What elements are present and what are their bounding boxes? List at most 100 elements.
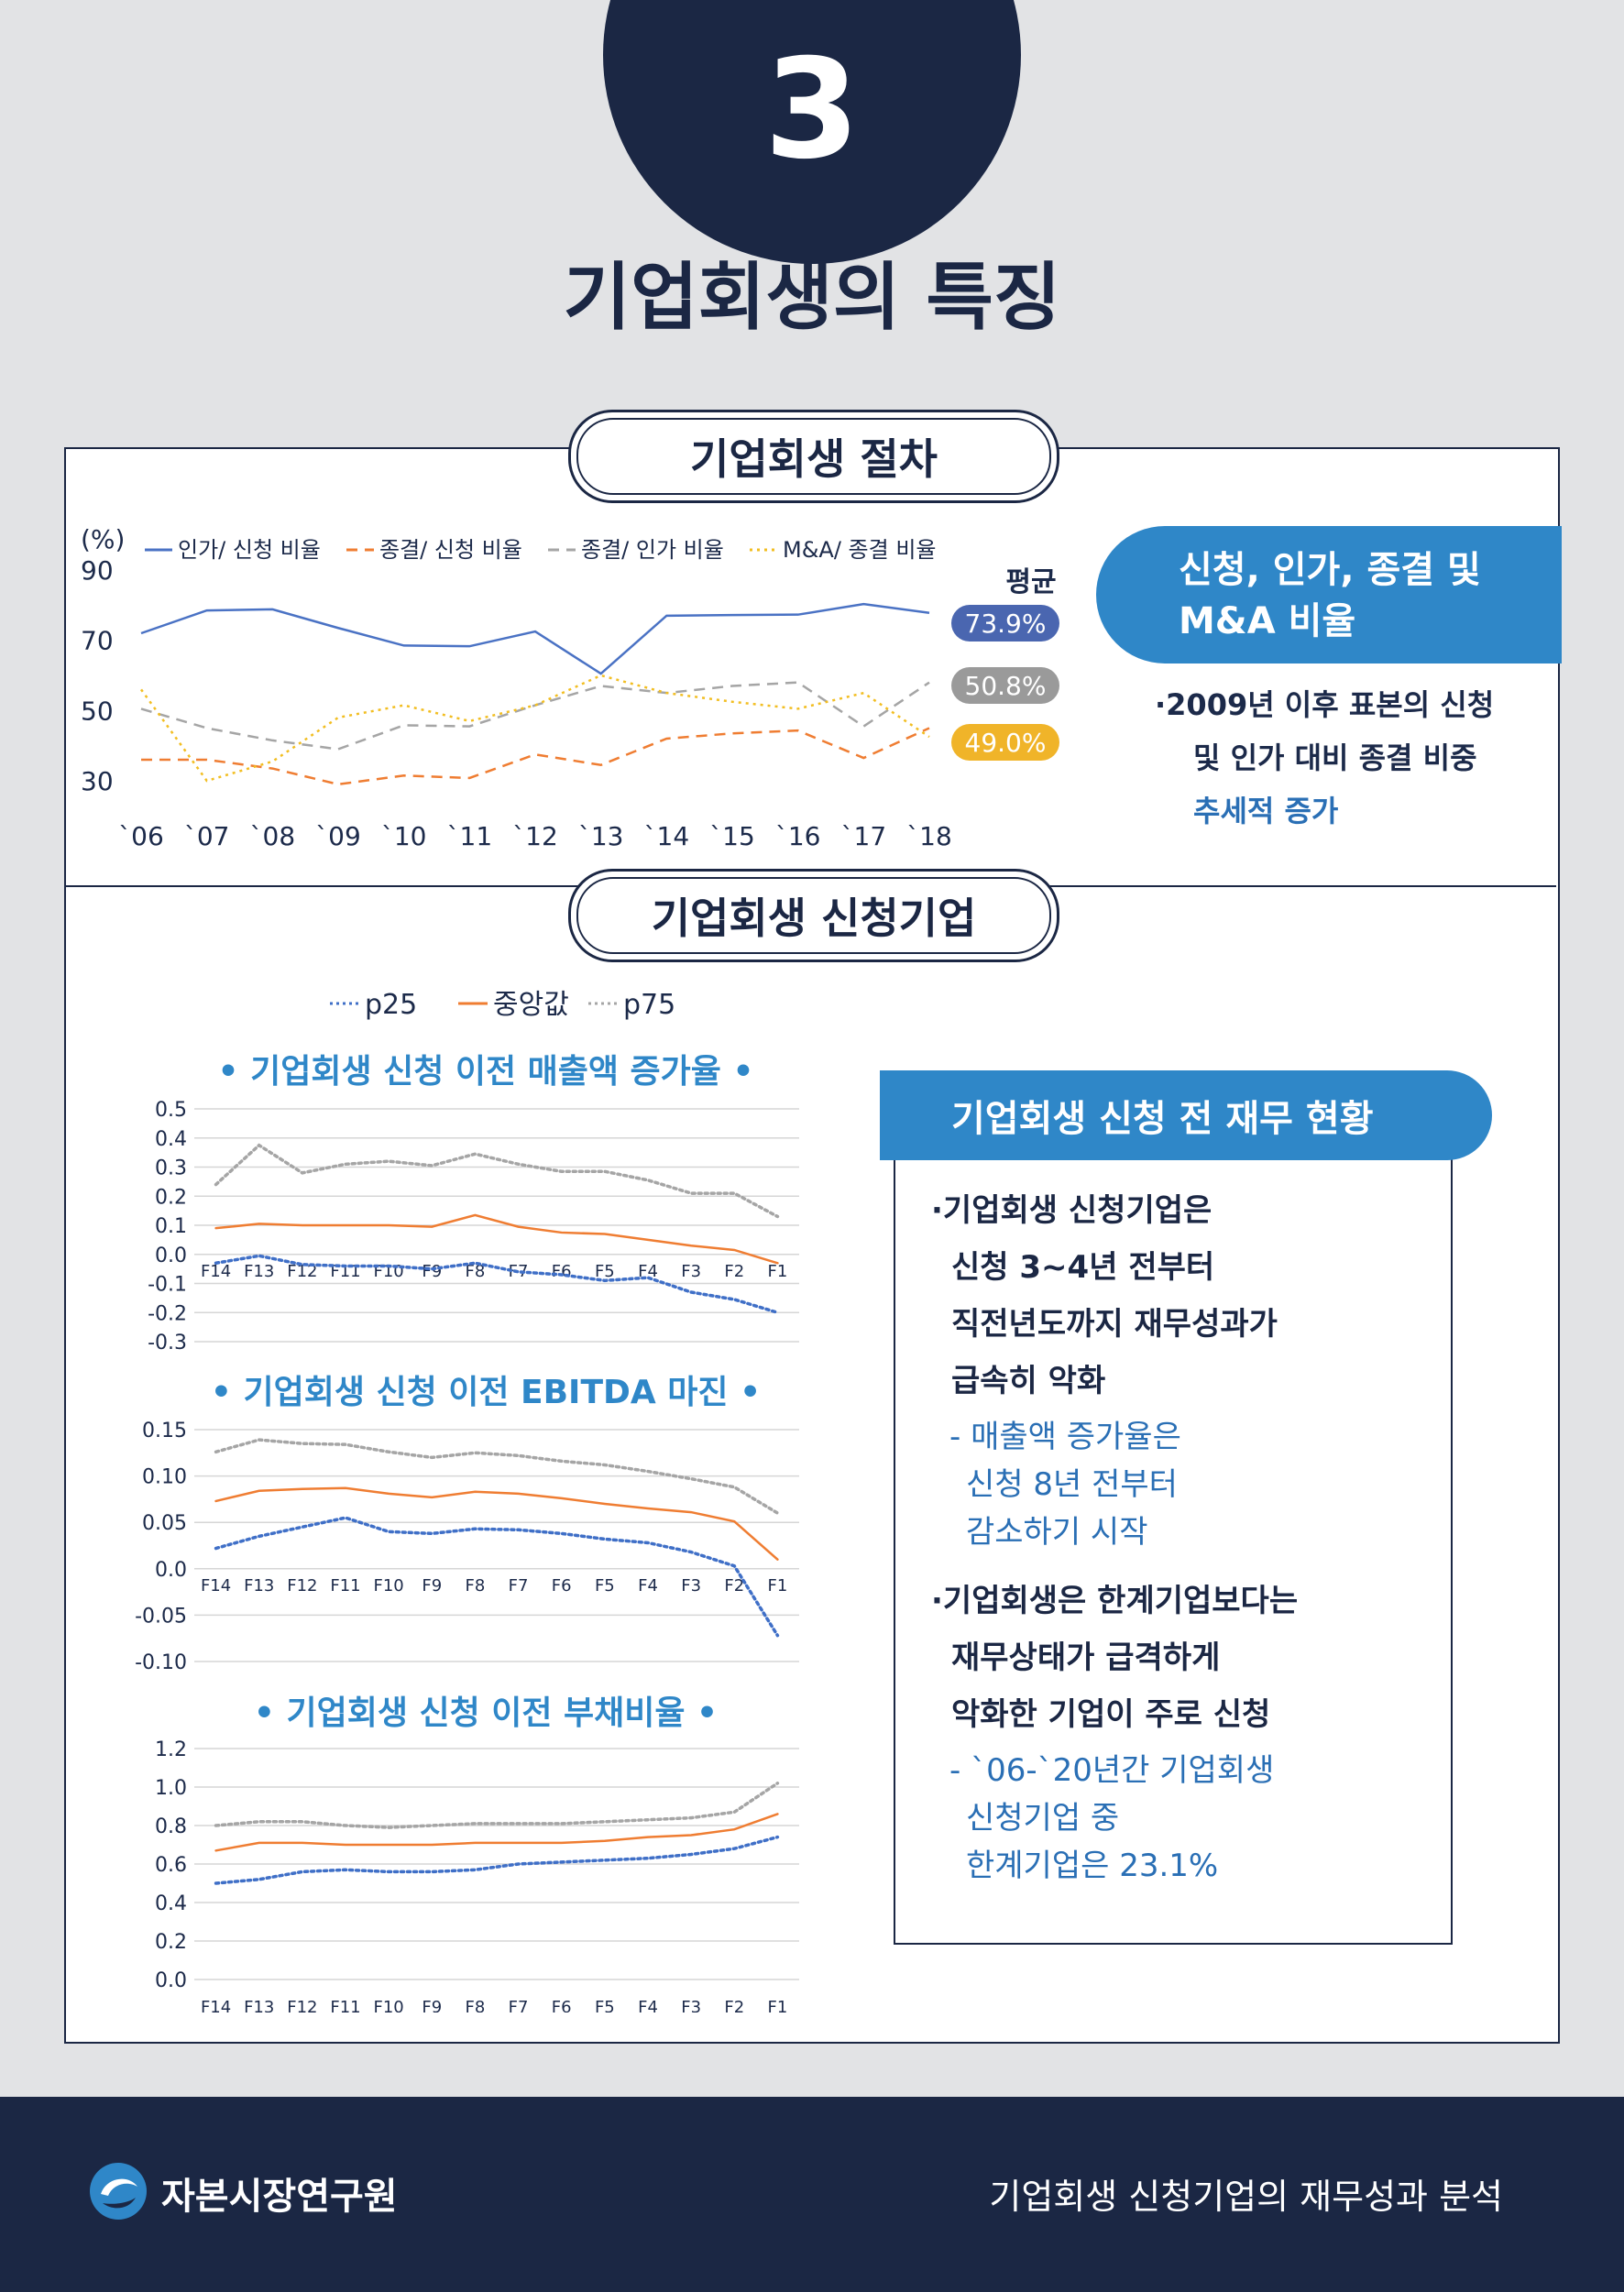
x-tick-label: F9 [422, 1998, 442, 2012]
ratio-box-title-line1: 신청, 인가, 종결 및 [1179, 549, 1481, 591]
series-line [214, 1835, 780, 1885]
x-tick-label: `09 [315, 821, 361, 851]
x-tick-label: F13 [244, 1576, 274, 1596]
bullet1-line: 기업회생 신청기업은 [942, 1192, 1213, 1229]
x-tick-label: F10 [374, 1576, 404, 1596]
y-tick-label: 1.2 [155, 1738, 187, 1761]
page-title: 기업회생의 특징 [563, 255, 1061, 340]
x-tick-label: F11 [330, 1998, 360, 2012]
legend-label: M&A/ 종결 비율 [783, 537, 937, 563]
x-tick-label: `13 [578, 821, 624, 851]
series-line [140, 602, 930, 675]
ratio-box-title-line2: M&A 비율 [1179, 600, 1356, 642]
institute-logo-icon [90, 2163, 147, 2220]
legend-label: 중앙값 [493, 989, 569, 1021]
debt-title-text: 기업회생 신청 이전 부채비율 [286, 1694, 686, 1732]
y-tick-label: 0.0 [155, 1245, 187, 1267]
institute-name: 자본시장연구원 [161, 2176, 398, 2218]
sub2-line: 한계기업은 23.1% [966, 1848, 1219, 1884]
sales-growth-chart: -0.3 -0.2 -0.1 0.0 0.1 0.2 0.3 0.4 0.5 F14 F13 F12 F… [148, 1099, 799, 1354]
x-tick-label: F9 [422, 1576, 442, 1596]
x-tick-label: F14 [201, 1576, 231, 1596]
x-tick-label: `16 [775, 821, 821, 851]
bullet2-line: 기업회생은 한계기업보다는 [942, 1583, 1299, 1619]
ratio-bullet-line2: 및 인가 대비 종결 비중 [1193, 740, 1477, 775]
y-tick-label: -0.10 [135, 1651, 187, 1674]
sub1: - 매출액 증가율은 신청 8년 전부터 감소하기 시작 [949, 1413, 1446, 1556]
x-tick-label: F1 [768, 1998, 788, 2012]
x-tick-label: `14 [644, 821, 690, 851]
y-tick-label: 90 [81, 555, 114, 586]
series-line [214, 1782, 780, 1829]
x-tick-label: F12 [287, 1576, 317, 1596]
sub1-line: 감소하기 시작 [966, 1514, 1148, 1551]
x-tick-label: F8 [466, 1262, 486, 1281]
legend-label: 인가/ 신청 비율 [178, 537, 321, 563]
bullet1-line: 직전년도까지 재무성과가 [951, 1306, 1278, 1343]
x-tick-label: F3 [681, 1262, 701, 1281]
y-tick-label: 0.2 [155, 1931, 187, 1954]
x-tick-label: F12 [287, 1262, 317, 1281]
x-tick-label: `06 [118, 821, 164, 851]
y-tick-label: -0.3 [148, 1332, 187, 1354]
ratio-summary-box: 신청, 인가, 종결 및 M&A 비율 [1096, 526, 1562, 663]
x-tick-label: F4 [638, 1576, 658, 1596]
y-tick-label: 0.4 [155, 1892, 187, 1915]
y-tick-label: 0.3 [155, 1157, 187, 1180]
legend-label: 종결/ 신청 비율 [379, 537, 522, 563]
average-label: 평균 [1005, 566, 1057, 598]
section-number: 3 [763, 30, 861, 190]
series-line [214, 1213, 779, 1265]
ratio-bullet-line1: 2009년 이후 표본의 신청 [1166, 687, 1495, 722]
y-tick-label: 0.0 [155, 1559, 187, 1582]
section2-title-pill: 기업회생 신청기업 [568, 869, 1059, 962]
x-tick-label: `11 [447, 821, 493, 851]
y-tick-label: 70 [81, 626, 114, 656]
x-tick-label: F7 [509, 1998, 529, 2012]
x-tick-label: F7 [509, 1576, 529, 1596]
x-tick-label: `18 [906, 821, 952, 851]
x-tick-label: F5 [595, 1576, 615, 1596]
x-tick-label: `12 [512, 821, 558, 851]
ebitda-chart-title: • 기업회생 신청 이전 EBITDA 마진 • [210, 1374, 762, 1411]
legend-label: 종결/ 인가 비율 [581, 537, 724, 563]
x-tick-label: F14 [201, 1998, 231, 2012]
x-tick-label: F8 [466, 1998, 486, 2012]
y-tick-label: 30 [81, 766, 114, 796]
x-tick-label: F10 [374, 1998, 404, 2012]
y-unit-label: (%) [81, 524, 125, 554]
y-tick-label: 0.10 [142, 1466, 187, 1489]
average-closure-approval-ratio: 50.8% [951, 667, 1059, 704]
section1-title-pill: 기업회생 절차 [568, 410, 1059, 503]
y-tick-label: -0.05 [135, 1605, 187, 1628]
x-tick-label: F11 [330, 1576, 360, 1596]
ratio-bullet: ·2009년 이후 표본의 신청 및 인가 대비 종결 비중 추세적 증가 [1155, 678, 1494, 838]
y-tick-label: 0.0 [155, 1969, 187, 1992]
x-tick-label: F9 [422, 1262, 442, 1281]
x-tick-label: F6 [552, 1998, 572, 2012]
sub2: - `06-`20년간 기업회생 신청기업 중 한계기업은 23.1% [949, 1747, 1446, 1890]
x-tick-label: F1 [768, 1576, 788, 1596]
y-tick-label: 0.6 [155, 1854, 187, 1877]
x-tick-label: F1 [768, 1262, 788, 1281]
bullet2-line: 악화한 기업이 주로 신청 [951, 1696, 1271, 1733]
legend-label: p25 [365, 989, 417, 1021]
sub1-line: - 매출액 증가율은 [949, 1419, 1181, 1455]
legend-label: p75 [623, 989, 675, 1021]
x-tick-label: F5 [595, 1998, 615, 2012]
y-tick-label: 50 [81, 696, 114, 726]
ratio-bullet-line3: 추세적 증가 [1193, 794, 1339, 828]
x-tick-label: `15 [709, 821, 755, 851]
y-tick-label: 0.4 [155, 1128, 187, 1151]
section1-title: 기업회생 절차 [690, 434, 938, 484]
y-tick-label: 0.8 [155, 1815, 187, 1838]
sales-growth-chart-title: • 기업회생 신청 이전 매출액 증가율 • [217, 1053, 754, 1091]
x-tick-label: F5 [595, 1262, 615, 1281]
ebitda-title-text: 기업회생 신청 이전 EBITDA 마진 [243, 1374, 729, 1411]
average-ma-ratio: 49.0% [951, 724, 1059, 761]
series-line [140, 681, 930, 751]
y-tick-label: -0.1 [148, 1274, 187, 1297]
x-tick-label: F4 [638, 1262, 658, 1281]
x-tick-label: F13 [244, 1998, 274, 2012]
sub2-line: 신청기업 중 [966, 1800, 1120, 1837]
